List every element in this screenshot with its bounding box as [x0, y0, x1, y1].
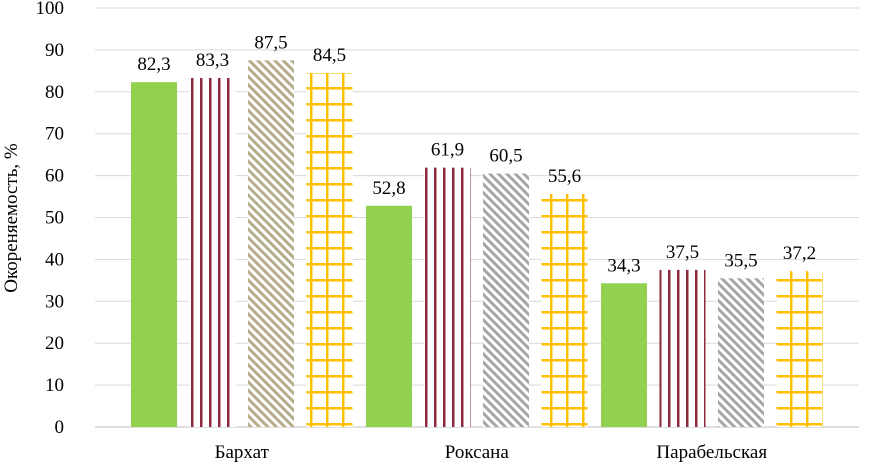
data-label: 37,5 [666, 242, 699, 263]
x-axis-categories: Бархат Роксана Парабельская [215, 442, 768, 463]
bar [306, 72, 353, 427]
x-category-label: Бархат [215, 442, 270, 463]
y-axis-ticks: 0 10 20 30 40 50 60 70 80 90 100 [36, 0, 65, 438]
x-category-label: Парабельская [656, 442, 767, 463]
x-category-label: Роксана [445, 442, 510, 463]
y-tick-label: 40 [45, 249, 64, 270]
data-labels: 82,3 83,3 87,5 84,5 52,8 61,9 60,5 55,6 34,3 37,5… [137, 32, 816, 276]
y-tick-label: 30 [45, 291, 64, 312]
y-tick-label: 100 [36, 0, 65, 19]
data-label: 34,3 [607, 255, 640, 276]
y-tick-label: 10 [45, 375, 64, 396]
y-tick-label: 20 [45, 333, 64, 354]
data-label: 35,5 [724, 250, 757, 271]
data-label: 60,5 [489, 146, 522, 167]
data-label: 55,6 [548, 166, 581, 187]
bar [366, 205, 412, 427]
y-tick-label: 70 [45, 124, 64, 145]
bar [659, 269, 706, 427]
bar [601, 283, 647, 427]
bars [131, 60, 823, 428]
y-tick-label: 80 [45, 82, 64, 103]
y-tick-label: 90 [45, 40, 64, 61]
y-tick-label: 50 [45, 208, 64, 229]
data-label: 37,2 [783, 243, 816, 264]
bar [248, 60, 294, 427]
y-tick-label: 0 [55, 417, 65, 438]
data-label: 52,8 [372, 178, 405, 199]
bar [718, 278, 764, 427]
data-label: 83,3 [196, 50, 229, 71]
data-label: 87,5 [254, 32, 287, 53]
bar [424, 167, 471, 427]
data-label: 61,9 [431, 140, 464, 161]
bar [189, 77, 236, 428]
bar [541, 194, 588, 427]
data-label: 84,5 [313, 45, 346, 66]
y-tick-label: 60 [45, 166, 64, 187]
bar [776, 271, 823, 427]
bar [131, 82, 177, 428]
data-label: 82,3 [137, 54, 170, 75]
bar [483, 173, 529, 427]
y-axis-title: Окореняемость, % [1, 143, 22, 293]
